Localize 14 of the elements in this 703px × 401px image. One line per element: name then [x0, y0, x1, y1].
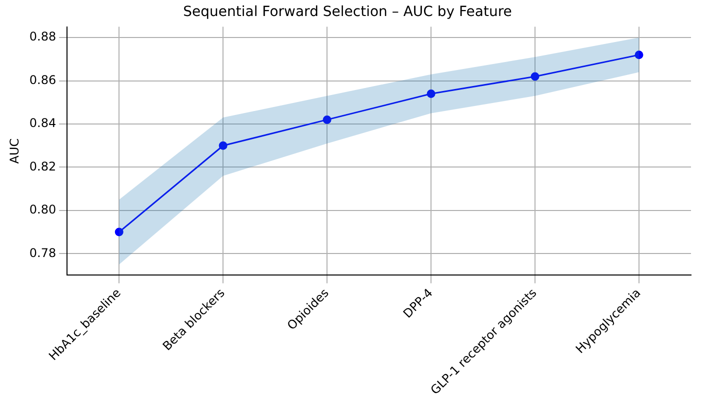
point [218, 141, 228, 150]
y-tick-label: 0.80 [29, 202, 56, 217]
chart-title: Sequential Forward Selection – AUC by Feature [183, 4, 512, 20]
point [322, 115, 332, 124]
y-tick-label: 0.82 [29, 159, 56, 174]
y-tick-label: 0.84 [29, 116, 56, 130]
y-tick-label: 0.86 [29, 72, 56, 87]
point [634, 50, 644, 60]
point [114, 228, 124, 236]
y-tick-label: 0.78 [29, 246, 56, 260]
y-tick-label: 0.88 [29, 30, 56, 44]
y-axis-title: AUC [7, 138, 22, 164]
point [426, 90, 436, 98]
point [530, 72, 540, 81]
